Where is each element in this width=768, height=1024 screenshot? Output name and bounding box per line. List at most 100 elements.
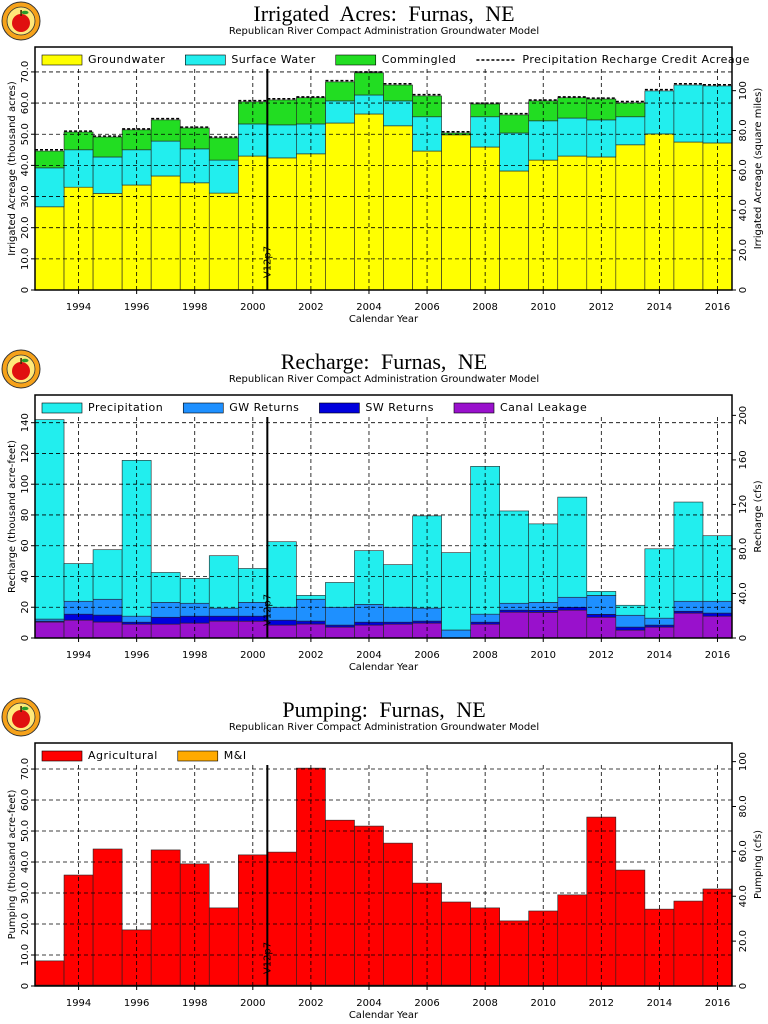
bar — [557, 596, 588, 608]
x-axis-label: Calendar Year — [349, 1010, 419, 1021]
x-tick-label: 1994 — [66, 302, 91, 313]
bar — [615, 116, 646, 146]
y-tick-label: 0 — [20, 287, 31, 293]
x-tick-label: 2016 — [705, 302, 730, 313]
bar — [267, 99, 297, 126]
bar — [615, 144, 646, 291]
x-tick-label: 2000 — [240, 302, 265, 313]
x-tick-label: 2012 — [589, 650, 614, 661]
legend-swatch — [177, 750, 219, 762]
x-tick-label: 1998 — [182, 302, 207, 313]
y2-axis-label: Recharge (cfs) — [753, 480, 764, 552]
bar — [615, 626, 646, 631]
legend-swatch — [41, 750, 83, 762]
bar — [92, 136, 123, 158]
bar — [557, 117, 588, 157]
bar — [615, 614, 646, 628]
bar — [34, 167, 65, 208]
bar — [150, 119, 181, 142]
x-tick-label: 2000 — [240, 650, 265, 661]
bar — [208, 137, 239, 161]
logo — [1, 1, 41, 41]
bar — [92, 156, 123, 194]
bar — [150, 602, 181, 618]
bar — [615, 102, 646, 118]
bar — [441, 552, 471, 631]
bar — [499, 132, 530, 172]
y-tick-label: 140 — [20, 413, 31, 432]
y2-tick-label: 0 — [738, 287, 749, 293]
x-tick-label: 2010 — [531, 998, 556, 1009]
y2-tick-label: 80.0 — [738, 538, 749, 560]
y2-tick-label: 40.0 — [738, 199, 749, 221]
bar — [325, 606, 355, 626]
bar — [673, 501, 704, 602]
bar — [92, 614, 123, 623]
x-tick-label: 2004 — [356, 650, 381, 661]
bar — [383, 84, 413, 102]
legend-label: SW Returns — [365, 401, 434, 414]
legend-label: Agricultural — [88, 749, 158, 762]
x-tick-label: 1998 — [182, 998, 207, 1009]
bar — [673, 600, 704, 612]
y-tick-label: 30.0 — [20, 185, 31, 207]
y2-tick-label: 120 — [738, 495, 749, 514]
y2-tick-label: 60.0 — [738, 159, 749, 181]
x-tick-label: 1996 — [124, 650, 149, 661]
bar — [615, 604, 646, 616]
y-tick-label: 50.0 — [20, 123, 31, 145]
y-tick-label: 20.0 — [20, 913, 31, 935]
x-tick-label: 2004 — [356, 302, 381, 313]
y2-tick-label: 100 — [738, 752, 749, 771]
marker-label: V12p7 — [262, 942, 273, 974]
bar — [92, 193, 123, 291]
bar — [499, 170, 530, 291]
y-tick-label: 70.0 — [20, 61, 31, 83]
y-tick-label: 0 — [20, 983, 31, 989]
x-tick-label: 1996 — [124, 302, 149, 313]
logo — [1, 697, 41, 737]
x-tick-label: 1994 — [66, 998, 91, 1009]
y-tick-label: 120 — [20, 444, 31, 463]
bar — [150, 572, 181, 603]
bar — [92, 848, 123, 986]
legend-label: GW Returns — [229, 401, 299, 414]
x-tick-label: 2008 — [472, 998, 497, 1009]
bar — [150, 616, 181, 625]
bar — [557, 496, 588, 598]
legend-label: Commingled — [382, 53, 457, 66]
y-tick-label: 70.0 — [20, 758, 31, 780]
bar — [267, 124, 297, 159]
bar — [499, 920, 530, 987]
legend-label: Precipitation — [88, 401, 163, 414]
x-tick-label: 2014 — [647, 650, 672, 661]
y2-axis-label: Pumping (cfs) — [753, 830, 764, 899]
chart-title: Pumping: Furnas, NE — [282, 697, 485, 722]
legend-label: Groundwater — [88, 53, 165, 66]
bar — [325, 122, 355, 291]
x-tick-label: 2014 — [647, 998, 672, 1009]
bar — [34, 206, 65, 291]
y2-tick-label: 0 — [738, 635, 749, 641]
bar — [383, 564, 413, 608]
bar — [208, 555, 239, 609]
legend-label: Canal Leakage — [500, 401, 587, 414]
y-axis-label: Irrigated Acreage (thousand acres) — [7, 81, 18, 256]
bar — [267, 851, 297, 986]
legend-label: Precipitation Recharge Credit Acreage — [522, 53, 750, 66]
bar — [673, 141, 704, 291]
bar — [325, 81, 355, 102]
logo — [1, 349, 41, 389]
legend-swatch — [182, 402, 224, 414]
bar — [325, 100, 355, 124]
x-tick-label: 2014 — [647, 302, 672, 313]
bar — [208, 615, 239, 622]
bar — [673, 612, 704, 639]
bar — [208, 607, 239, 617]
bar — [441, 629, 471, 639]
bar — [528, 523, 559, 603]
bar — [673, 84, 704, 143]
bar — [383, 842, 413, 986]
bar — [383, 125, 413, 291]
bar — [150, 175, 181, 291]
